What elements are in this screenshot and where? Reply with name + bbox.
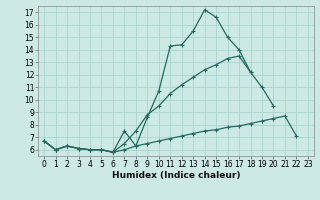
X-axis label: Humidex (Indice chaleur): Humidex (Indice chaleur) xyxy=(112,171,240,180)
